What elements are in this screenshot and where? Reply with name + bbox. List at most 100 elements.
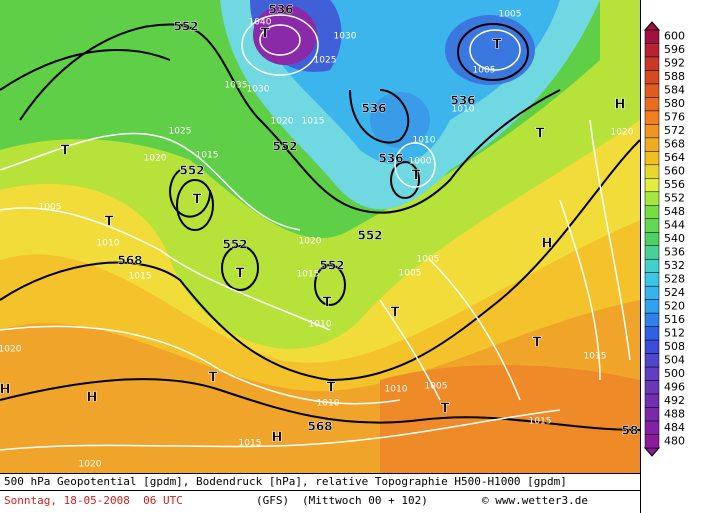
map-label: 1025 — [314, 56, 337, 66]
legend-label: 556 — [664, 178, 685, 191]
map-label: 1015 — [129, 272, 152, 282]
legend-swatch — [644, 393, 660, 408]
map-label: T — [323, 296, 332, 311]
legend-label: 492 — [664, 394, 685, 407]
legend-label: 536 — [664, 245, 685, 258]
footer-date: Sonntag, 18-05-2008 06 UTC — [4, 494, 183, 507]
map-label: T — [493, 38, 502, 53]
map-label: 1005 — [39, 203, 62, 213]
map-label: 1010 — [309, 320, 332, 330]
legend-swatch — [644, 434, 660, 449]
legend-label: 532 — [664, 259, 685, 272]
map-label: 1000 — [409, 157, 432, 167]
map-label: 552 — [173, 20, 198, 34]
legend-label: 540 — [664, 232, 685, 245]
legend-swatch — [644, 245, 660, 260]
legend-label: 552 — [664, 192, 685, 205]
map-label: 1030 — [334, 32, 357, 42]
legend-swatch — [644, 218, 660, 233]
map-label: 552 — [357, 229, 382, 243]
legend-swatch — [644, 353, 660, 368]
map-label: 1015 — [529, 417, 552, 427]
legend-swatch — [644, 285, 660, 300]
map-label: 1035 — [225, 81, 248, 91]
map-label: 1010 — [97, 239, 120, 249]
legend-label: 592 — [664, 57, 685, 70]
map-label: 536 — [268, 3, 293, 17]
map-label: T — [236, 267, 245, 282]
map-label: 568 — [307, 420, 332, 434]
legend-swatch — [644, 366, 660, 381]
map-label: 1015 — [302, 117, 325, 127]
map-label: T — [209, 371, 218, 386]
map-label: T — [533, 336, 542, 351]
legend-swatch — [644, 380, 660, 395]
legend-swatch — [644, 339, 660, 354]
map-label: 552 — [222, 238, 247, 252]
map-label: H — [0, 383, 10, 398]
legend-label: 512 — [664, 326, 685, 339]
legend-label: 600 — [664, 30, 685, 43]
map-label: H — [615, 98, 626, 113]
legend-swatch — [644, 29, 660, 44]
map-label: T — [536, 127, 545, 142]
legend-label: 528 — [664, 272, 685, 285]
footer-run: (Mittwoch 00 + 102) — [302, 494, 428, 507]
legend-label: 584 — [664, 84, 685, 97]
legend-swatch — [644, 258, 660, 273]
map-label: T — [441, 402, 450, 417]
legend-swatch — [644, 70, 660, 85]
legend-swatch — [644, 151, 660, 166]
map-label: 536 — [378, 152, 403, 166]
legend-label: 568 — [664, 138, 685, 151]
footer-copyright: © www.wetter3.de — [482, 494, 588, 507]
legend-swatch — [644, 232, 660, 246]
map-label: H — [272, 431, 283, 446]
legend-swatch — [644, 205, 660, 220]
map-label: H — [542, 237, 553, 252]
map-label: 1020 — [0, 345, 22, 355]
footer-model: (GFS) — [256, 494, 289, 507]
legend-swatch — [644, 56, 660, 71]
map-label: 1010 — [413, 136, 436, 146]
legend-swatch — [644, 110, 660, 125]
legend-swatch — [644, 97, 660, 112]
legend-swatch — [644, 299, 660, 314]
legend-label: 596 — [664, 43, 685, 56]
legend-label: 488 — [664, 407, 685, 420]
legend-swatch — [644, 124, 660, 139]
map-label: 1005 — [425, 382, 448, 392]
legend-label: 524 — [664, 286, 685, 299]
legend-label: 496 — [664, 380, 685, 393]
legend-swatch — [644, 191, 660, 206]
map-label: 1020 — [271, 117, 294, 127]
footer-title: 500 hPa Geopotential [gpdm], Bodendruck … — [4, 475, 567, 488]
map-label: 58 — [622, 424, 639, 438]
map-label: H — [87, 391, 98, 406]
legend-label: 516 — [664, 313, 685, 326]
map-label: T — [412, 169, 421, 184]
legend-label: 484 — [664, 421, 685, 434]
map-label: 1005 — [499, 10, 522, 20]
legend-label: 576 — [664, 111, 685, 124]
legend-label: 544 — [664, 219, 685, 232]
map-label: 536 — [361, 102, 386, 116]
legend-swatch — [644, 407, 660, 422]
map-label: 1015 — [297, 270, 320, 280]
legend-swatch — [644, 178, 660, 193]
legend-swatch — [644, 420, 660, 435]
map-label: 1005 — [473, 66, 496, 76]
legend-swatch — [644, 137, 660, 152]
map-label: 536 — [450, 94, 475, 108]
map-label: T — [61, 144, 70, 159]
legend-label: 500 — [664, 367, 685, 380]
legend-label: 548 — [664, 205, 685, 218]
map-label: T — [261, 27, 270, 42]
legend-swatch — [644, 326, 660, 341]
map-label: 1030 — [247, 85, 270, 95]
map-label: 1010 — [317, 399, 340, 409]
legend-label: 580 — [664, 97, 685, 110]
map-label: 1010 — [452, 105, 475, 115]
